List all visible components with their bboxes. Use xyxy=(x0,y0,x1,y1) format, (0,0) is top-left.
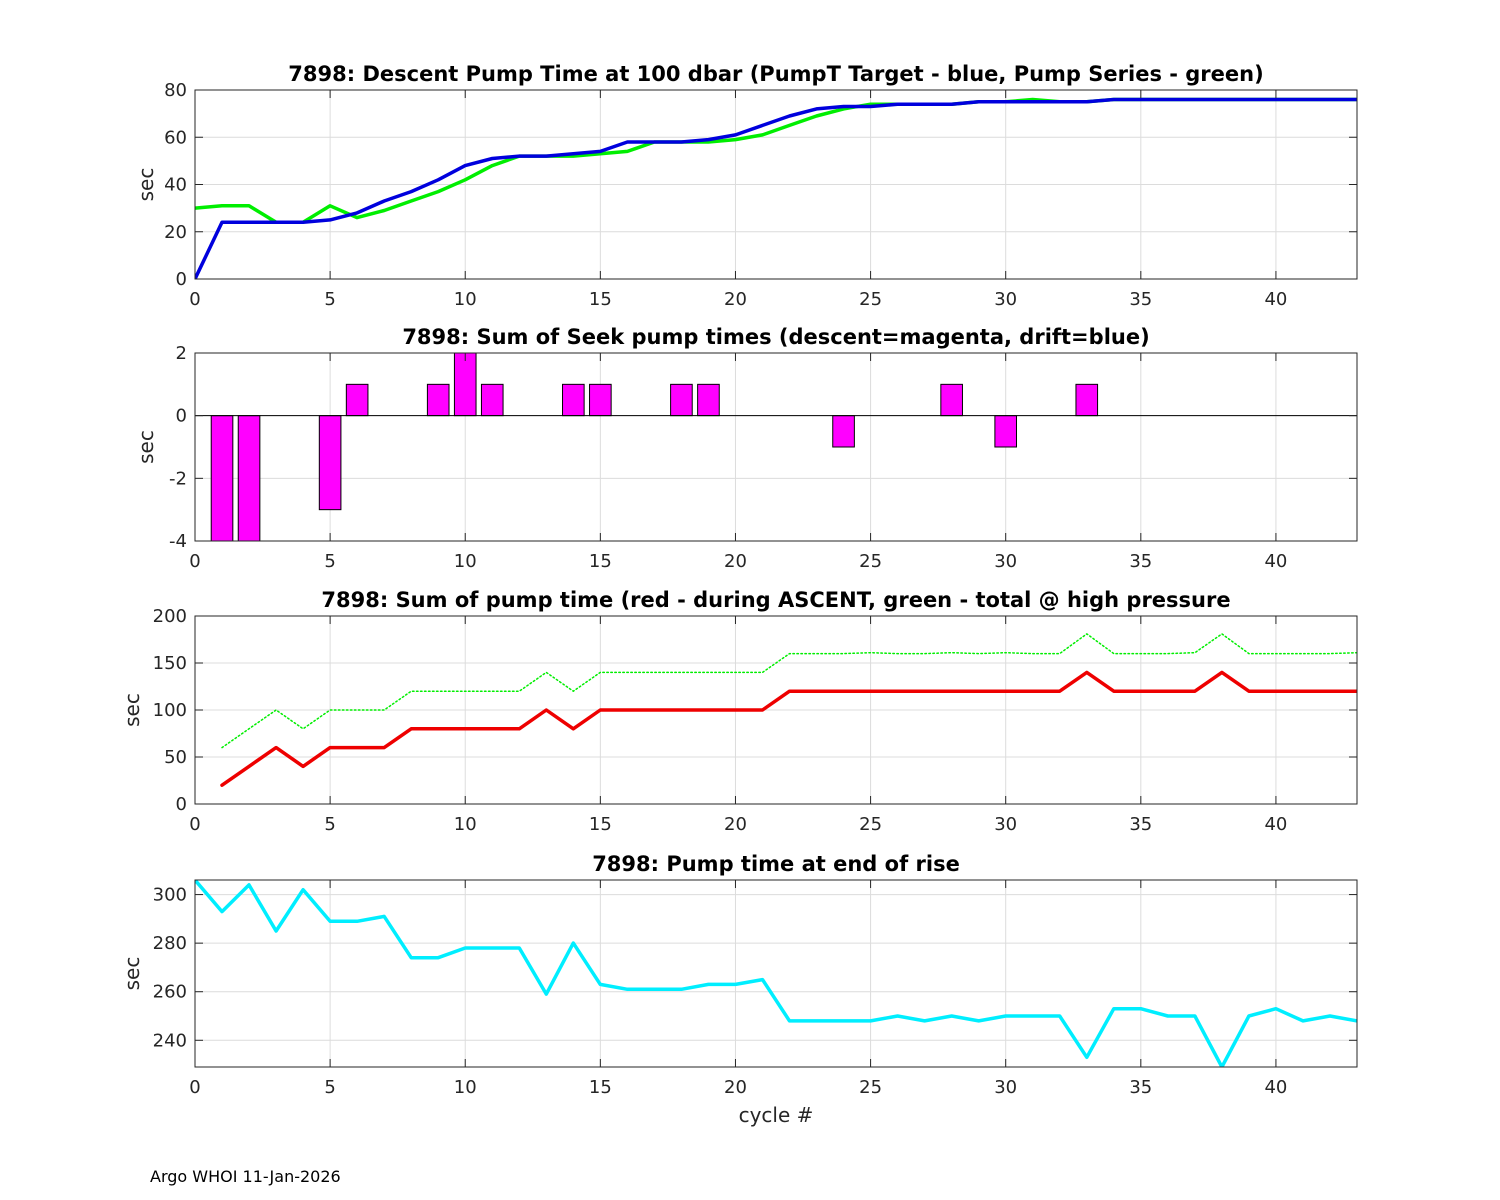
x-tick-label: 35 xyxy=(1129,814,1152,835)
x-tick-label: 25 xyxy=(859,814,882,835)
y-tick-label: 260 xyxy=(153,982,187,1003)
y-axis-label: sec xyxy=(134,430,158,464)
x-tick-label: 5 xyxy=(324,289,335,310)
bar xyxy=(589,383,612,417)
series-line-pumpt-target xyxy=(195,97,1357,279)
x-tick-label: 30 xyxy=(994,289,1017,310)
y-tick-label: 60 xyxy=(164,127,187,148)
bar xyxy=(318,415,342,511)
panel-end-of-rise: 0 5 10 15 20 25 30 35 40 240 260 280 300 7898: Pump t… xyxy=(120,852,1358,1127)
panel-descent-pump-time: 0 5 10 15 20 25 30 35 40 0 20 40 60 80 7898: Descent P… xyxy=(134,62,1358,310)
y-tick-label: 150 xyxy=(153,653,187,674)
y-tick-label: 0 xyxy=(176,269,187,290)
bar xyxy=(940,383,963,417)
x-tick-label: 35 xyxy=(1129,1077,1152,1098)
x-tick-label: 20 xyxy=(724,814,747,835)
x-tick-label: 35 xyxy=(1129,551,1152,572)
y-tick-label: 280 xyxy=(153,933,187,954)
bar xyxy=(480,383,504,417)
data-layer xyxy=(195,97,1357,279)
x-tick-label: 15 xyxy=(589,289,612,310)
bar xyxy=(994,415,1018,448)
x-tick-label: 5 xyxy=(324,814,335,835)
y-axis-label: sec xyxy=(120,693,144,727)
bar xyxy=(345,383,369,417)
data-layer xyxy=(220,633,1357,787)
y-axis-label: sec xyxy=(134,168,158,202)
x-tick-label: 20 xyxy=(724,551,747,572)
bar xyxy=(670,383,693,417)
chart-title: 7898: Sum of pump time (red - during ASC… xyxy=(321,588,1230,612)
x-tick-label: 25 xyxy=(859,289,882,310)
x-tick-label: 20 xyxy=(724,1077,747,1098)
y-tick-label: 300 xyxy=(153,885,187,906)
chart-title: 7898: Sum of Seek pump times (descent=ma… xyxy=(402,325,1149,349)
x-tick-label: 15 xyxy=(589,814,612,835)
plot-area xyxy=(195,880,1357,1067)
y-tick-label: 2 xyxy=(176,343,187,364)
x-tick-label: 10 xyxy=(454,1077,477,1098)
y-tick-label: 0 xyxy=(176,406,187,427)
y-tick-label: 100 xyxy=(153,700,187,721)
chart-title: 7898: Pump time at end of rise xyxy=(592,852,960,876)
bar xyxy=(832,415,855,448)
series-line-end-of-rise xyxy=(195,880,1357,1067)
x-tick-label: 30 xyxy=(994,814,1017,835)
bar xyxy=(697,383,720,417)
x-tick-label: 0 xyxy=(189,814,200,835)
footer-text: Argo WHOI 11-Jan-2026 xyxy=(150,1167,341,1186)
x-tick-label: 30 xyxy=(994,551,1017,572)
bar xyxy=(1075,383,1099,417)
x-tick-label: 0 xyxy=(189,1077,200,1098)
x-tick-label: 40 xyxy=(1264,814,1287,835)
x-tick-label: 15 xyxy=(589,551,612,572)
data-layer xyxy=(195,880,1357,1067)
y-tick-label: 20 xyxy=(164,222,187,243)
y-tick-label: -2 xyxy=(169,468,187,489)
plot-area xyxy=(195,353,1357,541)
x-tick-label: 40 xyxy=(1264,1077,1287,1098)
y-tick-label: 40 xyxy=(164,175,187,196)
y-tick-label: 200 xyxy=(153,606,187,627)
x-tick-label: 10 xyxy=(454,551,477,572)
x-tick-label: 40 xyxy=(1264,289,1287,310)
y-tick-label: 0 xyxy=(176,794,187,815)
x-axis-label: cycle # xyxy=(739,1103,814,1127)
x-tick-label: 30 xyxy=(994,1077,1017,1098)
x-tick-label: 15 xyxy=(589,1077,612,1098)
x-tick-label: 5 xyxy=(324,551,335,572)
y-tick-label: 80 xyxy=(164,80,187,101)
panel-seek-pump-times: 0 5 10 15 20 25 30 35 40 -4 -2 0 2 7898: Sum of Seek … xyxy=(134,325,1358,572)
x-tick-label: 10 xyxy=(454,289,477,310)
panel-sum-pump-time: 0 5 10 15 20 25 30 35 40 0 50 100 150 200 7898: Sum of… xyxy=(120,588,1358,835)
bar xyxy=(210,415,234,541)
y-tick-label: 240 xyxy=(153,1030,187,1051)
series-line-during-ascent xyxy=(220,670,1357,787)
axes-frame xyxy=(194,352,1358,542)
series-line-total-high-pressure xyxy=(221,633,1357,749)
x-tick-label: 5 xyxy=(324,1077,335,1098)
bar xyxy=(426,383,450,417)
x-tick-label: 25 xyxy=(859,551,882,572)
x-tick-label: 25 xyxy=(859,1077,882,1098)
x-tick-label: 10 xyxy=(454,814,477,835)
x-tick-label: 35 xyxy=(1129,289,1152,310)
bar xyxy=(453,353,477,417)
bar xyxy=(562,383,585,417)
x-tick-label: 0 xyxy=(189,551,200,572)
y-axis-label: sec xyxy=(120,957,144,991)
bar xyxy=(237,415,261,541)
x-tick-label: 0 xyxy=(189,289,200,310)
x-tick-label: 40 xyxy=(1264,551,1287,572)
chart-title: 7898: Descent Pump Time at 100 dbar (Pum… xyxy=(288,62,1263,86)
data-layer xyxy=(195,353,1357,541)
y-tick-label: -4 xyxy=(169,531,187,552)
axes-frame xyxy=(194,879,1358,1068)
y-tick-label: 50 xyxy=(164,747,187,768)
x-tick-label: 20 xyxy=(724,289,747,310)
